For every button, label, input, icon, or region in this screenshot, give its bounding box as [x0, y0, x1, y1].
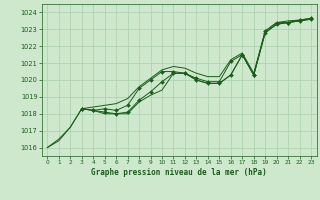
X-axis label: Graphe pression niveau de la mer (hPa): Graphe pression niveau de la mer (hPa): [91, 168, 267, 177]
